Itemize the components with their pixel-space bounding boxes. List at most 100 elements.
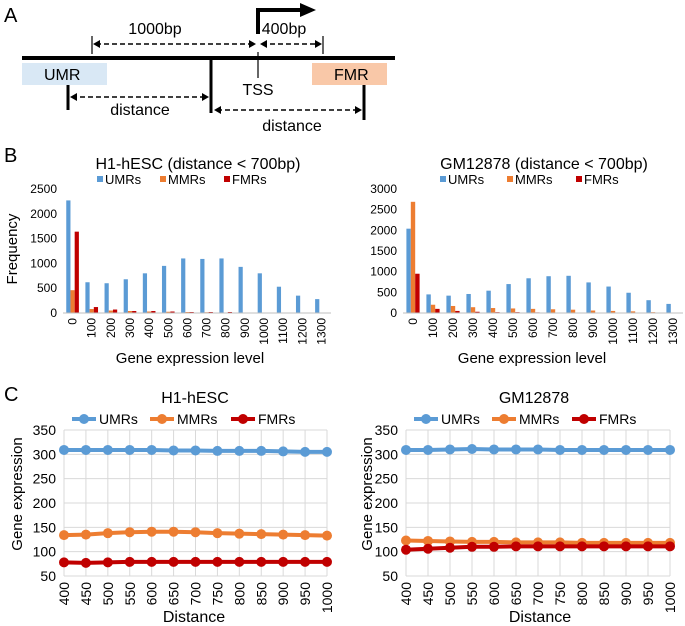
point-umrs (489, 444, 499, 455)
bar-umrs (546, 276, 551, 313)
legend-fmr-label: FMRs (584, 172, 619, 187)
y-tick-label: 50 (40, 568, 56, 584)
y-tick-label: 150 (33, 519, 57, 535)
tss-label: TSS (242, 82, 273, 99)
point-fmrs (621, 541, 631, 552)
legend-umr-label: UMRs (99, 411, 138, 427)
legend-mmr-marker (499, 414, 509, 424)
chart-b2-xlabel: Gene expression level (458, 350, 606, 367)
fmr-label: FMR (334, 67, 369, 84)
legend-fmr-marker (579, 414, 589, 424)
point-fmrs (80, 557, 91, 568)
point-mmrs (59, 530, 69, 541)
x-tick-label: 500 (100, 582, 116, 606)
x-tick-label: 300 (466, 318, 480, 338)
bar-umrs (666, 303, 671, 313)
legend-umr-label: UMRs (448, 172, 485, 187)
bar-mmrs (590, 310, 596, 313)
legend-fmr-swatch (576, 176, 582, 182)
chart-b1: H1-hESC (distance < 700bp) UMRs MMRs FMR… (4, 156, 331, 367)
x-tick-label: 500 (506, 318, 520, 338)
bar-mmrs (70, 290, 75, 313)
bar-umrs (104, 283, 109, 313)
y-tick-label: 300 (33, 446, 57, 462)
bar-umrs (426, 294, 431, 313)
chart-b1-title: H1-hESC (distance < 700bp) (96, 156, 301, 173)
point-umrs (80, 444, 91, 455)
distance-right-arrow-l (214, 106, 221, 114)
bar-mmrs (166, 311, 171, 313)
chart-c1: H1-hESC UMRs MMRs FMRs Gene expression D… (9, 390, 335, 626)
chart-b2: GM12878 (distance < 700bp) UMRs MMRs FMR… (370, 156, 683, 367)
distance-left-label: distance (110, 102, 170, 119)
dim-1000-arrow-left (93, 40, 100, 48)
legend-umr-marker (421, 414, 431, 424)
bar-mmrs (430, 304, 436, 313)
y-tick-label: 2500 (370, 203, 397, 217)
bar-umrs (219, 258, 224, 313)
x-tick-label: 850 (253, 582, 269, 606)
y-tick-label: 3000 (370, 182, 397, 196)
y-tick-label: 200 (375, 495, 399, 511)
point-fmrs (168, 556, 179, 567)
legend-umr-label: UMRs (441, 411, 480, 427)
x-tick-label: 850 (596, 582, 612, 606)
x-tick-label: 200 (446, 318, 460, 338)
panel-label-c: C (4, 384, 18, 406)
y-tick-label: 2000 (370, 223, 397, 237)
bar-fmrs (93, 307, 99, 313)
point-fmrs (467, 541, 477, 552)
legend-mmr-marker (157, 414, 167, 424)
panel-label-b: B (4, 145, 17, 167)
bar-umrs (142, 273, 148, 313)
y-tick-label: 500 (37, 281, 57, 295)
y-tick-label: 2500 (30, 182, 57, 196)
x-tick-label: 950 (297, 582, 313, 606)
point-umrs (168, 445, 179, 456)
point-mmrs (80, 529, 91, 540)
chart-c1-title: H1-hESC (161, 390, 229, 407)
point-fmrs (577, 541, 587, 552)
point-umrs (212, 445, 223, 456)
chart-c1-ylabel: Gene expression (9, 437, 26, 550)
point-fmrs (445, 542, 455, 553)
point-fmrs (665, 541, 675, 552)
x-tick-label: 0 (406, 318, 420, 325)
chart-c2-title: GM12878 (499, 390, 569, 407)
bar-umrs (466, 293, 471, 313)
fmr-box (312, 63, 387, 85)
point-fmrs (643, 541, 653, 552)
point-mmrs (322, 530, 332, 541)
distance-right-label: distance (262, 118, 322, 135)
bar-mmrs (490, 308, 496, 313)
point-umrs (190, 445, 201, 456)
x-tick-label: 800 (574, 582, 590, 606)
bar-fmrs (435, 308, 440, 313)
bar-fmrs (112, 309, 118, 313)
point-mmrs (124, 527, 135, 538)
x-tick-label: 450 (78, 582, 94, 606)
x-tick-label: 400 (398, 582, 414, 606)
chart-c2: GM12878 UMRs MMRs FMRs Gene expression D… (359, 390, 678, 626)
y-tick-label: 250 (375, 471, 399, 487)
point-umrs (445, 444, 455, 455)
point-umrs (256, 445, 267, 456)
x-tick-label: 1100 (626, 318, 640, 344)
y-tick-label: 0 (390, 306, 397, 320)
legend-umr-marker (79, 414, 89, 424)
bar-mmrs (610, 310, 616, 313)
y-tick-label: 150 (375, 519, 399, 535)
legend-umr-swatch (97, 176, 103, 182)
point-umrs (665, 444, 675, 455)
y-tick-label: 100 (375, 544, 399, 560)
x-tick-label: 300 (123, 318, 137, 338)
point-fmrs (511, 541, 521, 552)
y-tick-label: 350 (33, 422, 57, 438)
bar-umrs (295, 295, 301, 313)
point-fmrs (401, 544, 411, 555)
bar-umrs (486, 290, 491, 313)
y-tick-label: 300 (375, 446, 399, 462)
bar-mmrs (127, 311, 133, 313)
point-umrs (599, 444, 609, 455)
x-tick-label: 600 (526, 318, 540, 338)
